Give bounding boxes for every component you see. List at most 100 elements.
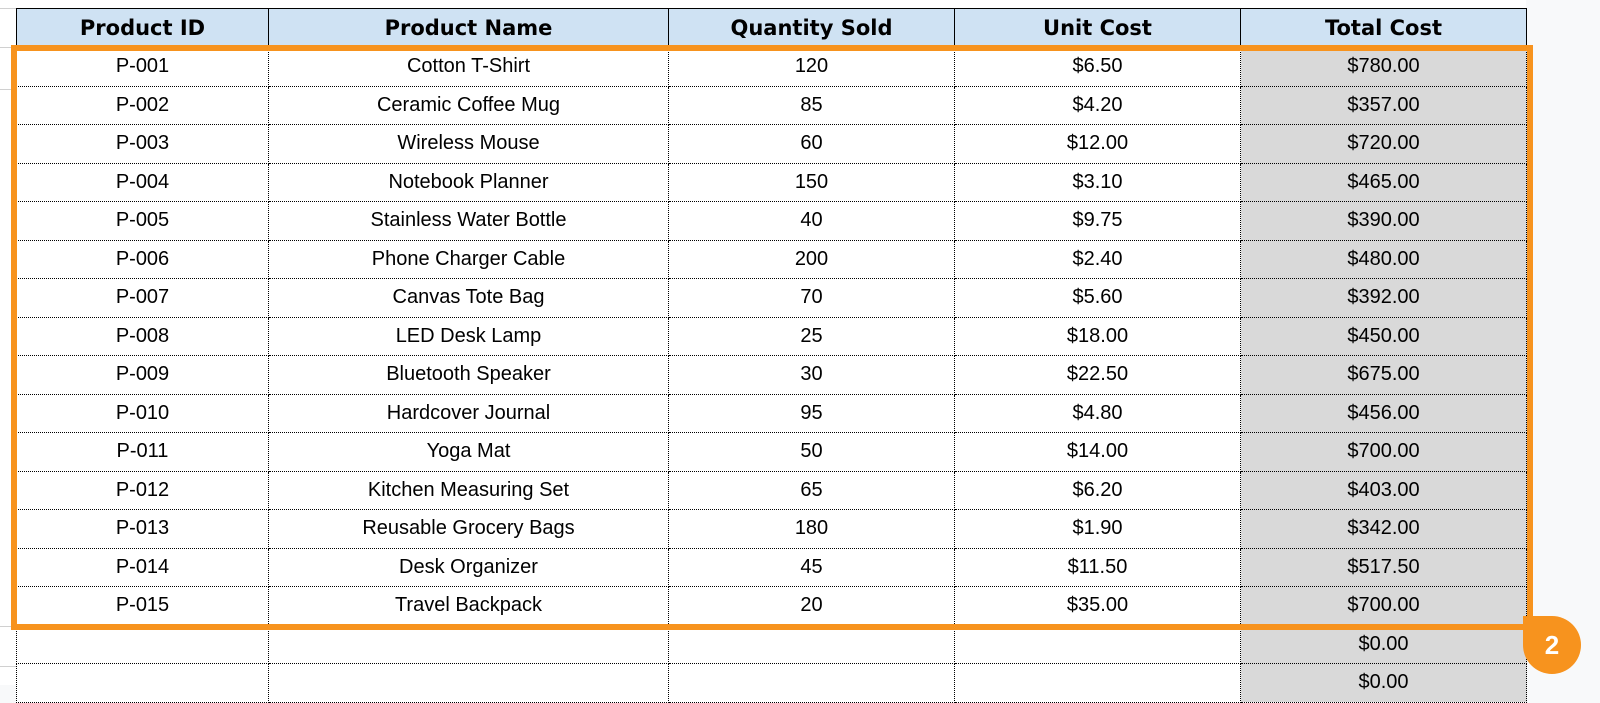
cell-product-name[interactable] — [268, 663, 669, 703]
cell-product-name[interactable]: Notebook Planner — [268, 163, 669, 202]
cell-quantity-sold[interactable]: 150 — [668, 163, 955, 202]
table-row: P-004 Notebook Planner 150 $3.10 $465.00 — [16, 163, 1527, 202]
cell-total-cost[interactable]: $780.00 — [1240, 47, 1527, 87]
cell-quantity-sold[interactable]: 95 — [668, 394, 955, 433]
cell-product-id[interactable]: P-006 — [16, 240, 269, 279]
cell-product-id[interactable]: P-008 — [16, 317, 269, 356]
product-table: Product ID Product Name Quantity Sold Un… — [16, 8, 1527, 703]
cell-total-cost[interactable]: $403.00 — [1240, 471, 1527, 510]
cell-product-id[interactable] — [16, 663, 269, 703]
cell-product-id[interactable]: P-007 — [16, 278, 269, 318]
cell-total-cost[interactable]: $342.00 — [1240, 509, 1527, 549]
cell-product-id[interactable]: P-004 — [16, 163, 269, 202]
cell-quantity-sold[interactable]: 60 — [668, 124, 955, 164]
cell-unit-cost[interactable]: $3.10 — [954, 163, 1241, 202]
cell-product-id[interactable]: P-005 — [16, 201, 269, 241]
cell-total-cost[interactable]: $450.00 — [1240, 317, 1527, 356]
table-row: P-001 Cotton T-Shirt 120 $6.50 $780.00 — [16, 47, 1527, 87]
cell-product-id[interactable]: P-012 — [16, 471, 269, 510]
cell-unit-cost[interactable]: $18.00 — [954, 317, 1241, 356]
cell-unit-cost[interactable]: $35.00 — [954, 586, 1241, 626]
header-product-name[interactable]: Product Name — [268, 8, 669, 48]
cell-unit-cost[interactable]: $6.20 — [954, 471, 1241, 510]
table-row: P-008 LED Desk Lamp 25 $18.00 $450.00 — [16, 317, 1527, 356]
cell-product-name[interactable]: Stainless Water Bottle — [268, 201, 669, 241]
cell-quantity-sold[interactable]: 200 — [668, 240, 955, 279]
table-row: P-009 Bluetooth Speaker 30 $22.50 $675.00 — [16, 355, 1527, 395]
cell-quantity-sold[interactable]: 70 — [668, 278, 955, 318]
cell-unit-cost[interactable] — [954, 625, 1241, 664]
cell-unit-cost[interactable]: $1.90 — [954, 509, 1241, 549]
cell-product-id[interactable]: P-002 — [16, 86, 269, 125]
cell-total-cost[interactable]: $480.00 — [1240, 240, 1527, 279]
cell-product-name[interactable]: Hardcover Journal — [268, 394, 669, 433]
cell-total-cost[interactable]: $456.00 — [1240, 394, 1527, 433]
cell-product-id[interactable]: P-014 — [16, 548, 269, 587]
cell-quantity-sold[interactable]: 85 — [668, 86, 955, 125]
cell-product-name[interactable]: Yoga Mat — [268, 432, 669, 472]
cell-product-id[interactable]: P-009 — [16, 355, 269, 395]
cell-product-id[interactable]: P-011 — [16, 432, 269, 472]
cell-product-name[interactable]: Ceramic Coffee Mug — [268, 86, 669, 125]
cell-unit-cost[interactable]: $14.00 — [954, 432, 1241, 472]
cell-quantity-sold[interactable] — [668, 625, 955, 664]
cell-unit-cost[interactable] — [954, 663, 1241, 703]
cell-product-id[interactable]: P-001 — [16, 47, 269, 87]
cell-quantity-sold[interactable]: 120 — [668, 47, 955, 87]
cell-quantity-sold[interactable]: 20 — [668, 586, 955, 626]
cell-product-id[interactable]: P-010 — [16, 394, 269, 433]
cell-total-cost[interactable]: $357.00 — [1240, 86, 1527, 125]
header-total-cost[interactable]: Total Cost — [1240, 8, 1527, 48]
cell-product-name[interactable]: Cotton T-Shirt — [268, 47, 669, 87]
cell-unit-cost[interactable]: $5.60 — [954, 278, 1241, 318]
cell-unit-cost[interactable]: $11.50 — [954, 548, 1241, 587]
cell-product-id[interactable]: P-003 — [16, 124, 269, 164]
cell-quantity-sold[interactable]: 25 — [668, 317, 955, 356]
cell-total-cost[interactable]: $700.00 — [1240, 586, 1527, 626]
cell-product-id[interactable]: P-015 — [16, 586, 269, 626]
header-quantity-sold[interactable]: Quantity Sold — [668, 8, 955, 48]
header-unit-cost[interactable]: Unit Cost — [954, 8, 1241, 48]
cell-quantity-sold[interactable]: 45 — [668, 548, 955, 587]
cell-total-cost[interactable]: $675.00 — [1240, 355, 1527, 395]
cell-quantity-sold[interactable]: 180 — [668, 509, 955, 549]
cell-product-name[interactable]: Travel Backpack — [268, 586, 669, 626]
cell-unit-cost[interactable]: $9.75 — [954, 201, 1241, 241]
cell-unit-cost[interactable]: $6.50 — [954, 47, 1241, 87]
cell-total-cost[interactable]: $390.00 — [1240, 201, 1527, 241]
cell-unit-cost[interactable]: $4.20 — [954, 86, 1241, 125]
cell-product-name[interactable]: Wireless Mouse — [268, 124, 669, 164]
cell-product-name[interactable]: Reusable Grocery Bags — [268, 509, 669, 549]
cell-unit-cost[interactable]: $22.50 — [954, 355, 1241, 395]
cell-quantity-sold[interactable]: 30 — [668, 355, 955, 395]
cell-total-cost[interactable]: $465.00 — [1240, 163, 1527, 202]
cell-product-name[interactable]: Canvas Tote Bag — [268, 278, 669, 318]
cell-product-id[interactable]: P-013 — [16, 509, 269, 549]
cell-unit-cost[interactable]: $12.00 — [954, 124, 1241, 164]
table-row: P-002 Ceramic Coffee Mug 85 $4.20 $357.00 — [16, 86, 1527, 125]
cell-total-cost[interactable]: $392.00 — [1240, 278, 1527, 318]
cell-quantity-sold[interactable] — [668, 663, 955, 703]
cell-product-id[interactable] — [16, 625, 269, 664]
cell-quantity-sold[interactable]: 65 — [668, 471, 955, 510]
cell-product-name[interactable]: Kitchen Measuring Set — [268, 471, 669, 510]
cell-product-name[interactable]: Bluetooth Speaker — [268, 355, 669, 395]
cell-quantity-sold[interactable]: 40 — [668, 201, 955, 241]
cell-total-cost[interactable]: $700.00 — [1240, 432, 1527, 472]
cell-product-name[interactable]: Desk Organizer — [268, 548, 669, 587]
gutter-line — [0, 8, 16, 9]
cell-total-cost[interactable]: $0.00 — [1240, 663, 1527, 703]
cell-quantity-sold[interactable]: 50 — [668, 432, 955, 472]
row-header-gutter — [0, 0, 17, 685]
cell-total-cost[interactable]: $0.00 — [1240, 625, 1527, 664]
cell-total-cost[interactable]: $720.00 — [1240, 124, 1527, 164]
table-row: P-013 Reusable Grocery Bags 180 $1.90 $342.0… — [16, 509, 1527, 549]
cell-unit-cost[interactable]: $4.80 — [954, 394, 1241, 433]
cell-unit-cost[interactable]: $2.40 — [954, 240, 1241, 279]
cell-product-name[interactable]: LED Desk Lamp — [268, 317, 669, 356]
cell-product-name[interactable]: Phone Charger Cable — [268, 240, 669, 279]
cell-total-cost[interactable]: $517.50 — [1240, 548, 1527, 587]
header-product-id[interactable]: Product ID — [16, 8, 269, 48]
cell-product-name[interactable] — [268, 625, 669, 664]
table-row: $0.00 — [16, 625, 1527, 664]
